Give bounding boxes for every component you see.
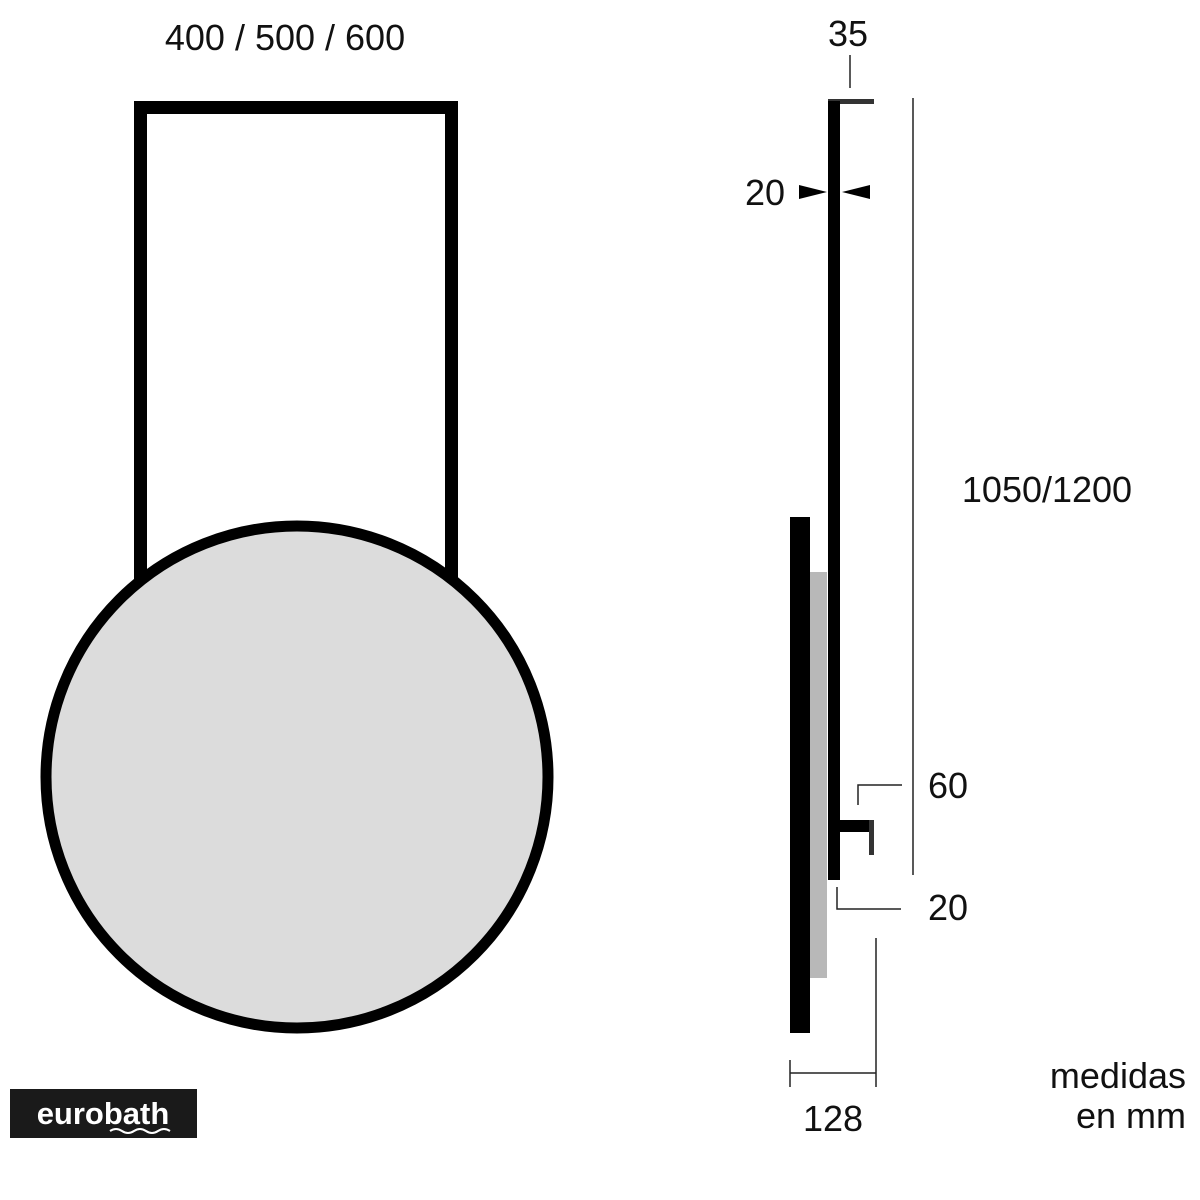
arrow-left-icon <box>799 185 827 199</box>
arrow-right-icon <box>842 185 870 199</box>
leader-20-bottom <box>836 887 901 910</box>
leader-60 <box>857 784 902 805</box>
logo-text: eurobath <box>37 1096 170 1131</box>
mirror-back-panel <box>810 572 827 978</box>
mirror-profile <box>790 517 810 1033</box>
eurobath-logo: eurobath <box>10 1089 197 1138</box>
bottom-offset-label: 20 <box>928 887 968 928</box>
top-cap <box>828 99 874 104</box>
units-note-line2: en mm <box>1076 1095 1186 1136</box>
depth-top-label: 35 <box>828 13 868 54</box>
frame-tube <box>828 101 840 880</box>
bracket-label: 60 <box>928 765 968 806</box>
tube-width-label: 20 <box>745 172 785 213</box>
round-mirror <box>40 520 554 1034</box>
hanging-frame <box>134 101 458 600</box>
total-depth-label: 128 <box>803 1098 863 1139</box>
side-view: 35 20 1050/1200 60 20 128 <box>745 13 1132 1139</box>
units-note-line1: medidas <box>1050 1055 1186 1096</box>
height-label: 1050/1200 <box>962 469 1132 510</box>
width-label: 400 / 500 / 600 <box>165 17 405 58</box>
wall-bracket <box>840 820 872 832</box>
front-view: 400 / 500 / 600 <box>40 17 554 1034</box>
wall-bracket-lip <box>869 820 874 855</box>
